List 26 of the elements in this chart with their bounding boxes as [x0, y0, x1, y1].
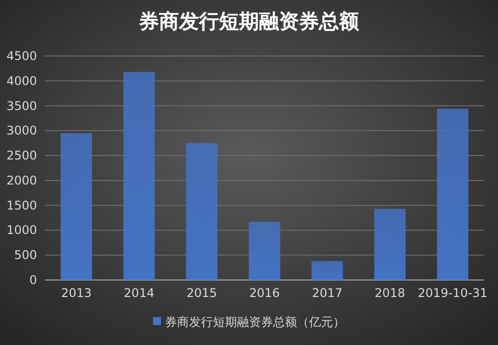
- x-tick-label: 2014: [124, 286, 154, 300]
- x-tick-label: 2017: [312, 286, 342, 300]
- bar: [186, 143, 218, 280]
- bar: [312, 261, 343, 280]
- y-tick-label: 4500: [6, 49, 37, 63]
- y-tick-label: 3500: [6, 98, 37, 113]
- bar: [436, 108, 468, 280]
- x-tick-label: 2019-10-31: [418, 286, 488, 300]
- x-tick-label: 2018: [374, 286, 406, 300]
- y-tick-label: 1500: [6, 198, 37, 212]
- y-tick-label: 1000: [6, 223, 37, 238]
- y-tick-label: 2500: [6, 148, 37, 163]
- chart-title: 券商发行短期融资券总额: [138, 9, 360, 33]
- bar: [60, 133, 92, 280]
- bar: [248, 222, 280, 280]
- y-tick-label: 3000: [6, 124, 37, 138]
- y-tick-label: 4000: [6, 74, 37, 88]
- x-tick-label: 2015: [186, 286, 218, 300]
- x-tick-label: 2013: [61, 286, 92, 300]
- legend-label: 券商发行短期融资券总额（亿元）: [165, 315, 345, 329]
- bar: [374, 208, 406, 280]
- x-tick-label: 2016: [249, 286, 280, 300]
- bar: [123, 72, 155, 280]
- y-tick-label: 0: [29, 273, 37, 287]
- y-tick-label: 2000: [6, 173, 37, 188]
- y-tick-label: 500: [14, 248, 37, 262]
